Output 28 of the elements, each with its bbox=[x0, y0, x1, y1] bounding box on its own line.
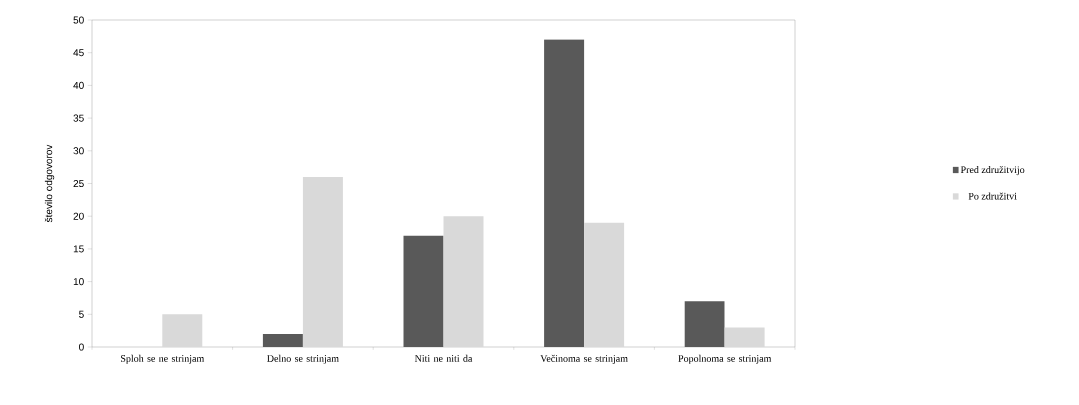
x-tick-label: Večinoma se strinjam bbox=[540, 354, 628, 364]
y-axis-title: število odgovorov bbox=[44, 144, 55, 223]
x-tick-label: Sploh se ne strinjam bbox=[121, 354, 205, 364]
y-tick-label: 0 bbox=[79, 343, 84, 351]
legend-label: Pred združitvijo bbox=[960, 166, 1025, 176]
y-tick-label: 35 bbox=[73, 114, 84, 122]
x-tick-label: Delno se strinjam bbox=[267, 354, 339, 364]
y-tick-label: 40 bbox=[73, 81, 84, 89]
bar bbox=[684, 301, 725, 347]
bar bbox=[443, 216, 484, 347]
y-tick-label: 25 bbox=[73, 179, 84, 188]
bar bbox=[262, 333, 303, 347]
bar bbox=[724, 327, 765, 347]
y-tick-label: 15 bbox=[73, 245, 84, 253]
y-tick-label: 5 bbox=[79, 310, 84, 318]
y-tick-label: 10 bbox=[73, 278, 84, 286]
legend-label: Po združitvi bbox=[968, 192, 1017, 200]
y-tick-label: 45 bbox=[73, 49, 84, 57]
bar bbox=[403, 235, 444, 347]
bar bbox=[162, 314, 203, 347]
y-tick-label: 30 bbox=[73, 147, 84, 155]
bar bbox=[302, 176, 343, 347]
y-tick-label: 20 bbox=[73, 212, 84, 220]
x-tick-label: Niti ne niti da bbox=[414, 354, 473, 362]
y-tick-label: 50 bbox=[73, 16, 84, 24]
bar bbox=[544, 39, 585, 347]
bar bbox=[584, 222, 625, 347]
x-tick-label: Popolnoma se strinjam bbox=[678, 354, 772, 364]
